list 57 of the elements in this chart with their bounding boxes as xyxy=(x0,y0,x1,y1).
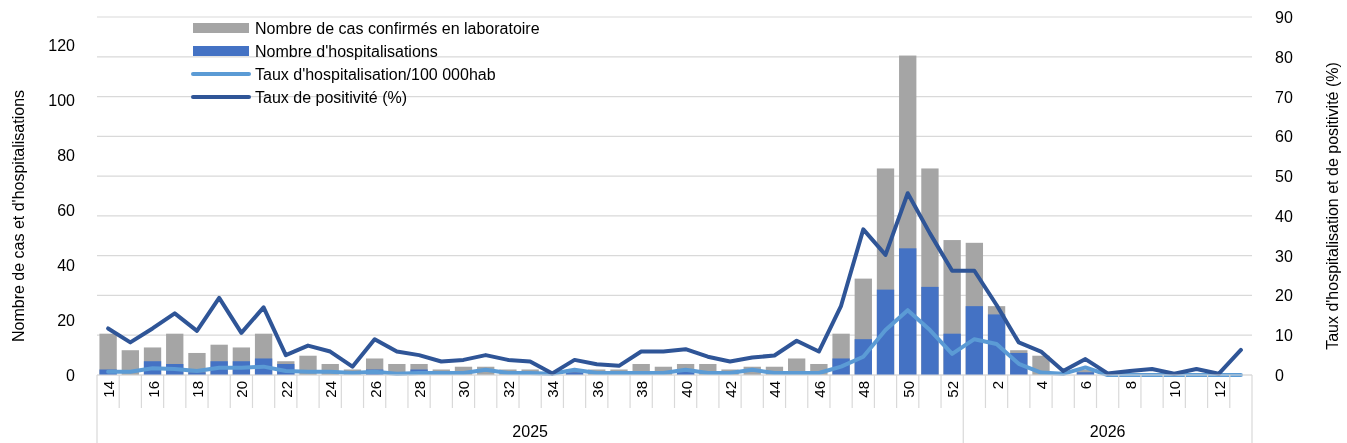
text: 2025 xyxy=(512,423,549,440)
x-tick-label: 26 xyxy=(366,381,384,398)
x-tick-label: 50 xyxy=(899,381,917,398)
bar xyxy=(921,286,939,375)
y2-tick-label: 20 xyxy=(1275,287,1293,305)
x-tick-label: 48 xyxy=(855,381,873,398)
text: 2026 xyxy=(1089,423,1126,440)
y-tick-label: 0 xyxy=(66,367,76,384)
legend-label: Nombre d'hospitalisations xyxy=(255,43,438,60)
bar xyxy=(965,306,984,375)
x-tick-label: 46 xyxy=(810,381,828,398)
x-tick-label: 28 xyxy=(411,381,429,398)
y2-tick-label: 50 xyxy=(1275,168,1293,186)
x-tick-label: 8 xyxy=(1121,381,1139,390)
y2-tick-label: 40 xyxy=(1275,207,1293,225)
x-tick-label: 14 xyxy=(100,381,118,398)
bar xyxy=(876,289,895,375)
x-tick-label: 42 xyxy=(722,381,740,398)
x-tick-label: 32 xyxy=(499,381,517,398)
x-tick-label: 52 xyxy=(944,381,962,398)
legend-label: Taux de positivité (%) xyxy=(255,89,408,106)
x-tick-label: 20 xyxy=(233,381,251,398)
y2-tick-label: 60 xyxy=(1275,128,1293,146)
x-tick-label: 6 xyxy=(1077,381,1095,390)
y2-tick-label: 10 xyxy=(1275,327,1293,345)
x-tick-label: 30 xyxy=(455,381,473,398)
legend-label: Taux d'hospitalisation/100 000hab xyxy=(255,66,496,83)
y-tick-label: 40 xyxy=(57,256,76,274)
y2-axis-title: Taux d'hospitalisation et de positivité (%) xyxy=(1324,62,1341,350)
x-tick-label: 10 xyxy=(1166,381,1184,398)
y2-tick-label: 80 xyxy=(1275,48,1293,66)
x-tick-label: 24 xyxy=(322,381,340,398)
bar xyxy=(899,248,917,375)
x-tick-label: 12 xyxy=(1210,381,1228,398)
x-tick-label: 40 xyxy=(677,381,695,398)
x-tick-label: 34 xyxy=(544,381,562,398)
y-tick-label: 20 xyxy=(57,311,76,329)
x-tick-label: 2 xyxy=(988,381,1006,390)
legend-label: Nombre de cas confirmés en laboratoire xyxy=(255,20,540,37)
x-tick-label: 4 xyxy=(1032,381,1050,390)
y-tick-label: 120 xyxy=(48,36,76,54)
line-series xyxy=(106,308,1243,377)
y-tick-label: 80 xyxy=(57,146,76,164)
y-axis-title: Nombre de cas et d'hospitalisations xyxy=(10,89,27,343)
y2-tick-label: 0 xyxy=(1275,367,1284,384)
y2-tick-label: 70 xyxy=(1275,88,1293,106)
x-tick-label: 18 xyxy=(188,381,206,398)
x-tick-label: 16 xyxy=(144,381,162,398)
y-tick-label: 60 xyxy=(57,201,76,219)
line-series xyxy=(106,191,1243,376)
x-tick-label: 44 xyxy=(766,381,784,398)
x-tick-label: 36 xyxy=(588,381,606,398)
x-tick-label: 22 xyxy=(277,381,295,398)
y-tick-label: 100 xyxy=(48,91,76,109)
x-tick-label: 38 xyxy=(633,381,651,398)
y2-tick-label: 90 xyxy=(1275,9,1293,26)
y2-tick-label: 30 xyxy=(1275,247,1293,265)
